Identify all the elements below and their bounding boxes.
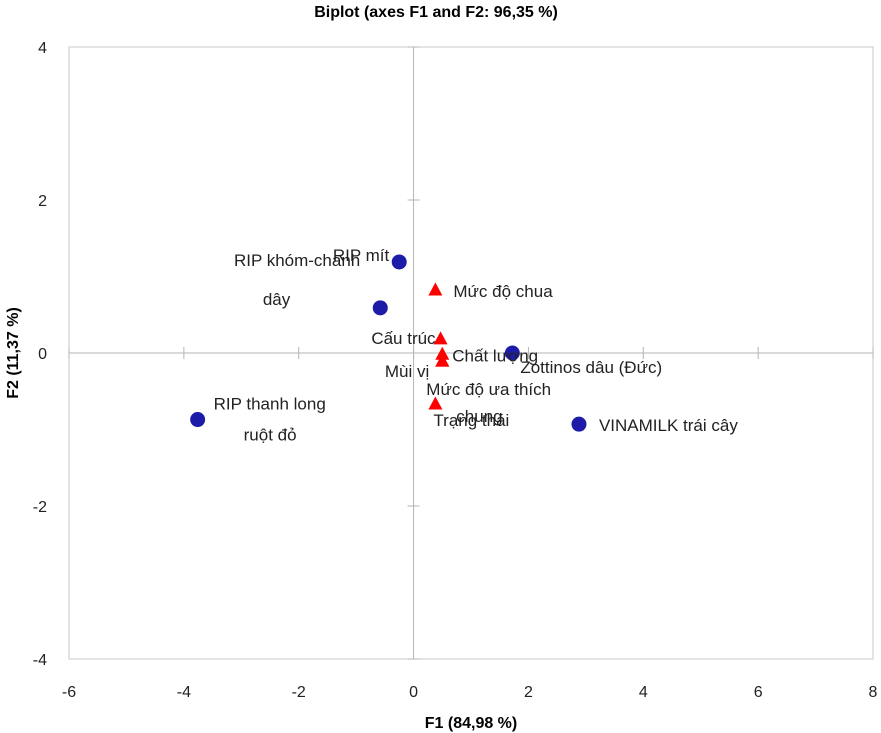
y-tick-label: 2 [38, 193, 47, 210]
observation-label: RIP thanh long [214, 395, 326, 414]
observation-point [391, 254, 407, 270]
x-tick-label: -4 [177, 684, 191, 701]
variable-point [435, 353, 450, 367]
data-marks [190, 254, 587, 432]
y-axis-label: F2 (11,37 %) [5, 307, 22, 399]
tick-labels: -6 -4 -2 0 2 4 6 8 -4 -2 0 2 4 [33, 40, 878, 701]
variable-label: chung [456, 407, 502, 426]
variable-label: Mức độ chua [453, 282, 553, 301]
variable-label: Mức độ ưa thích [426, 380, 551, 399]
observation-label: dây [263, 290, 291, 309]
observation-point [372, 300, 388, 316]
variable-label: Cấu trúc [371, 329, 436, 348]
x-tick-label: -2 [292, 684, 306, 701]
observation-label: VINAMILK trái cây [599, 416, 738, 435]
observation-label: RIP khóm-chanh [234, 251, 360, 270]
x-tick-label: 8 [869, 684, 878, 701]
variable-point [428, 396, 443, 410]
observation-label: ruột đỏ [244, 426, 297, 445]
observation-point [190, 412, 206, 428]
variable-label: Mùi vị [385, 362, 429, 381]
observation-label: RIP mít [333, 246, 390, 265]
observation-label: Zottinos dâu (Đức) [520, 358, 662, 377]
variable-label: Chất lượng [452, 346, 538, 365]
x-tick-label: 2 [524, 684, 533, 701]
variable-point [433, 331, 448, 345]
y-tick-label: 4 [38, 40, 47, 57]
x-axis-label: F1 (84,98 %) [425, 715, 517, 732]
x-tick-label: -6 [62, 684, 76, 701]
observation-point [504, 345, 520, 361]
variable-point [435, 346, 450, 360]
observation-point [571, 416, 587, 432]
y-tick-label: -4 [33, 652, 47, 669]
x-tick-label: 6 [754, 684, 763, 701]
variable-label: Trạng thái [433, 411, 509, 430]
y-tick-label: -2 [33, 499, 47, 516]
variable-point [428, 282, 443, 296]
chart-title: Biplot (axes F1 and F2: 96,35 %) [314, 4, 558, 21]
axes [68, 46, 874, 660]
x-tick-label: 4 [639, 684, 648, 701]
y-tick-label: 0 [38, 346, 47, 363]
x-tick-label: 0 [409, 684, 418, 701]
